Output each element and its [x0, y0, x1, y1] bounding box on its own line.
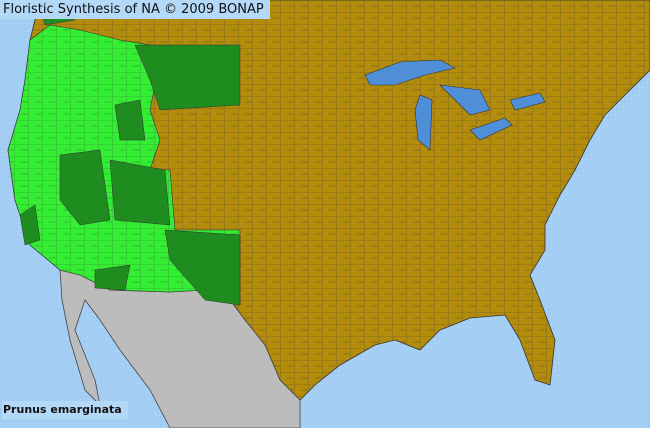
- map-title: Floristic Synthesis of NA © 2009 BONAP: [0, 0, 270, 19]
- range-present-dark: [19, 0, 241, 306]
- species-label: Prunus emarginata: [2, 401, 128, 419]
- great-lakes: [364, 59, 546, 151]
